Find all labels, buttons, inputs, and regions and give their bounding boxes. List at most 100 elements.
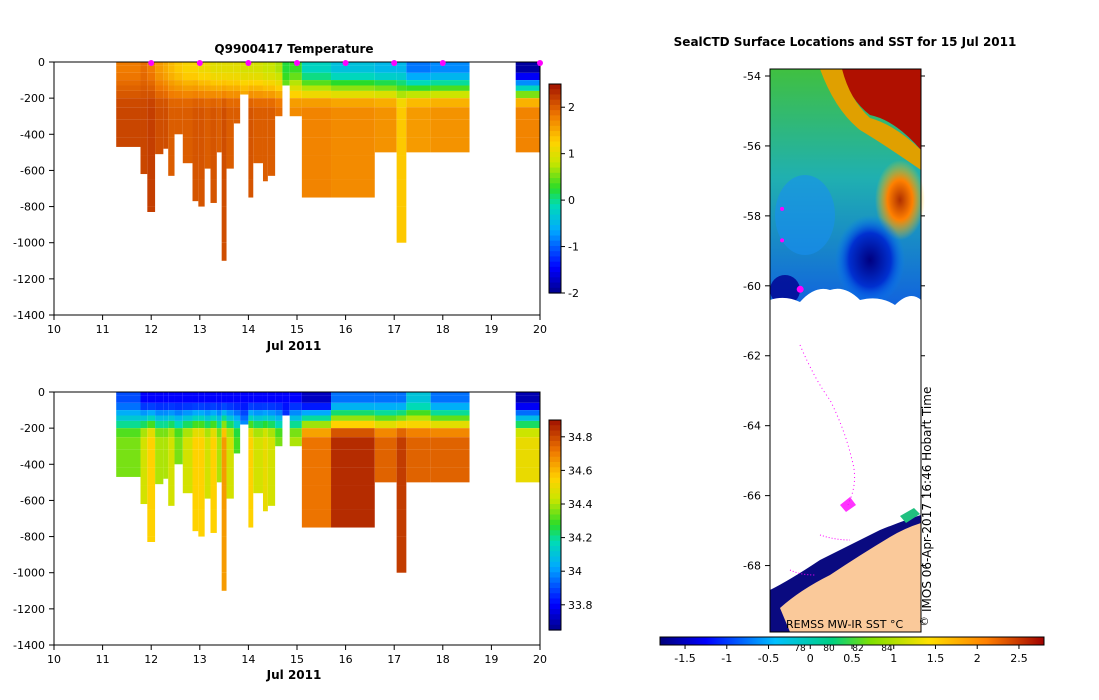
profile-cell: [233, 72, 241, 81]
profile-cell: [226, 392, 234, 396]
profile-cell: [155, 428, 164, 438]
colorbar-swatch: [549, 115, 561, 122]
salinity-x-label: Jul 2011: [266, 668, 322, 682]
profile-cell: [116, 410, 141, 416]
profile-cell: [221, 242, 227, 261]
map-title: SealCTD Surface Locations and SST for 15…: [674, 35, 1017, 49]
colorbar-swatch: [549, 425, 561, 432]
profile-cell: [140, 155, 148, 175]
profile-cell: [301, 509, 332, 528]
sst-colorbar-label: -0.5: [758, 652, 779, 665]
profile-cell: [174, 80, 183, 86]
profile-cell: [198, 107, 205, 120]
profile-cell: [331, 415, 375, 421]
profile-cell: [267, 119, 276, 138]
profile-cell: [267, 392, 276, 396]
profile-cell: [262, 107, 268, 120]
profile-cell: [301, 402, 332, 411]
profile-cell: [198, 72, 205, 81]
profile-cell: [301, 62, 332, 66]
profile-cell: [233, 402, 241, 411]
y-tick-label: -400: [20, 128, 45, 141]
profile-cell: [406, 392, 431, 396]
profile-cell: [275, 420, 283, 429]
profile-cell: [216, 392, 222, 396]
profile-cell: [198, 420, 205, 429]
profile-cell: [396, 65, 407, 73]
profile-cell: [204, 415, 211, 421]
profile-cell: [198, 509, 205, 537]
profile-cell: [204, 98, 211, 108]
profile-cell: [163, 437, 169, 450]
profile-cell: [396, 155, 407, 180]
profile-cell: [210, 410, 217, 416]
profile-cell: [182, 137, 193, 156]
colorbar-swatch: [549, 609, 561, 615]
profile-cell: [182, 415, 193, 421]
temperature-title: Q9900417 Temperature: [214, 42, 373, 56]
profile-cell: [140, 90, 148, 99]
profile-cell: [374, 402, 397, 411]
profile-cell: [289, 410, 302, 416]
profile-cell: [140, 437, 148, 450]
profile-cell: [430, 137, 470, 153]
profile-cell: [140, 107, 148, 120]
profile-cell: [155, 80, 164, 86]
profile-cell: [182, 420, 193, 429]
profile-cell: [301, 179, 332, 198]
profile-cell: [155, 392, 164, 396]
profile-cell: [301, 65, 332, 73]
profile-cell: [289, 72, 302, 81]
colorbar-swatch: [549, 141, 561, 148]
profile-cell: [248, 485, 254, 510]
profile-cell: [406, 137, 431, 153]
profile-cell: [430, 107, 470, 120]
profile-cell: [210, 467, 217, 486]
profile-cell: [289, 428, 302, 438]
profile-cell: [163, 62, 169, 66]
colorbar-swatch: [549, 219, 561, 226]
profile-cell: [267, 467, 276, 486]
profile-cell: [174, 415, 183, 421]
profile-cell: [204, 467, 211, 486]
profile-cell: [147, 410, 156, 416]
profile-cell: [147, 65, 156, 73]
profile-cell: [253, 62, 263, 66]
profile-cell: [226, 467, 234, 486]
profile-cell: [396, 179, 407, 207]
colorbar-swatch: [549, 131, 561, 137]
profile-cell: [216, 98, 222, 108]
profile-cell: [155, 62, 164, 66]
profile-group: [116, 62, 540, 261]
profile-cell: [216, 437, 222, 450]
profile-cell: [240, 65, 249, 73]
profile-cell: [192, 509, 199, 532]
profile-cell: [331, 410, 375, 416]
colorbar-swatch: [549, 277, 561, 284]
profile-cell: [262, 98, 268, 108]
colorbar-swatch: [549, 498, 561, 505]
colorbar-swatch: [549, 266, 561, 273]
profile-cell: [406, 119, 431, 138]
profile-cell: [282, 62, 290, 66]
profile-cell: [396, 509, 407, 537]
profile-cell: [262, 80, 268, 86]
x-tick-label: 19: [484, 323, 498, 336]
profile-cell: [116, 80, 141, 86]
profile-cell: [198, 137, 205, 156]
profile-cell: [163, 85, 169, 91]
profile-cell: [301, 437, 332, 450]
profile-cell: [182, 107, 193, 120]
lat-tick-label: -58: [743, 210, 761, 223]
profile-cell: [210, 98, 217, 108]
profile-cell: [116, 428, 141, 438]
profile-cell: [182, 392, 193, 396]
colorbar-swatch: [549, 462, 561, 468]
profile-cell: [515, 107, 540, 120]
profile-cell: [374, 410, 397, 416]
surface-location-marker: [780, 206, 785, 211]
profile-cell: [174, 428, 183, 438]
profile-cell: [262, 90, 268, 99]
profile-cell: [182, 98, 193, 108]
profile-cell: [374, 428, 397, 438]
